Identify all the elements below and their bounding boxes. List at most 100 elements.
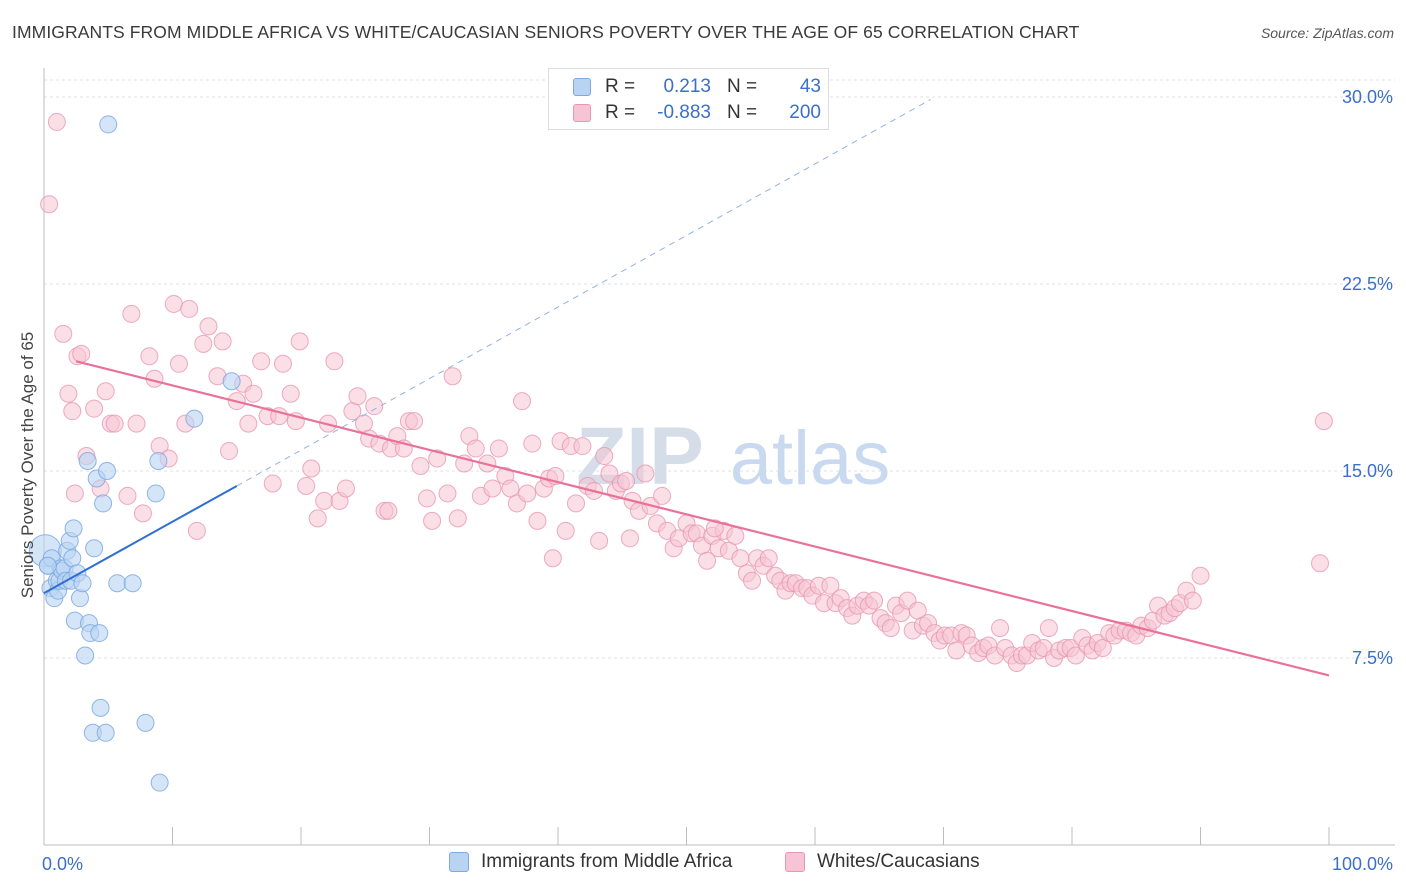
data-point-pink <box>194 334 213 353</box>
y-tick-label: 30.0% <box>1342 87 1393 107</box>
n-label: N = <box>727 102 758 123</box>
data-point-pink <box>1066 646 1085 665</box>
data-point-pink <box>947 641 966 660</box>
data-point-pink <box>105 414 124 433</box>
data-point-pink <box>290 332 309 351</box>
data-point-blue <box>97 462 116 480</box>
data-point-blue <box>149 452 168 471</box>
pink-swatch <box>573 104 591 122</box>
data-point-pink <box>133 504 152 523</box>
data-point-pink <box>1093 639 1112 658</box>
data-point-pink <box>118 486 137 505</box>
data-point-pink <box>63 402 82 421</box>
data-point-pink <box>59 384 78 403</box>
data-point-pink <box>1314 412 1333 431</box>
y-tick-label: 7.5% <box>1352 648 1393 668</box>
data-point-pink <box>595 447 614 466</box>
data-point-pink <box>274 354 293 373</box>
data-point-pink <box>590 531 609 550</box>
data-point-blue <box>78 452 97 471</box>
data-point-pink <box>140 347 159 366</box>
trend-lines <box>43 99 1330 677</box>
data-point-pink <box>325 352 344 371</box>
data-point-pink <box>705 519 724 538</box>
r-value: -0.883 <box>657 102 711 123</box>
data-point-blue <box>91 698 110 717</box>
legend-swatch-blue <box>449 852 469 872</box>
data-point-pink <box>213 332 232 351</box>
data-point-pink <box>881 619 900 638</box>
data-point-blue <box>90 624 109 643</box>
y-tick-label: 15.0% <box>1342 461 1393 481</box>
data-point-pink <box>72 344 91 363</box>
data-point-pink <box>354 414 373 433</box>
data-point-pink <box>379 501 398 520</box>
data-point-pink <box>127 414 146 433</box>
blue-trend-extension <box>236 99 931 487</box>
data-point-blue <box>70 589 89 608</box>
data-point-pink <box>438 484 457 503</box>
data-point-blue <box>85 539 104 558</box>
y-axis-label-wrap: Seniors Poverty Over the Age of 65 <box>18 332 38 598</box>
data-point-blue <box>150 773 169 792</box>
data-point-pink <box>54 324 73 343</box>
n-value: 200 <box>789 102 821 123</box>
grid-lines <box>44 79 1395 659</box>
data-point-pink <box>1039 619 1058 638</box>
blue-trend-line <box>43 485 238 595</box>
data-point-blue <box>94 494 113 513</box>
data-point-pink <box>528 511 547 530</box>
data-point-blue <box>136 713 155 732</box>
data-point-pink <box>1183 591 1202 610</box>
y-tick-label: 22.5% <box>1342 274 1393 294</box>
data-point-pink <box>405 412 424 431</box>
data-point-pink <box>620 529 639 548</box>
data-point-blue <box>73 574 92 593</box>
watermark: ZIP atlas <box>576 411 890 502</box>
data-point-pink <box>297 476 316 495</box>
data-point-blue <box>123 574 142 593</box>
stats-row-blue: R = 0.213 N = 43 <box>549 74 821 100</box>
data-point-pink <box>169 354 188 373</box>
data-point-pink <box>523 434 542 453</box>
data-point-pink <box>698 551 717 570</box>
data-point-pink <box>263 474 282 493</box>
data-point-pink <box>636 464 655 483</box>
data-point-pink <box>518 484 537 503</box>
data-point-pink <box>417 489 436 508</box>
chart-title: IMMIGRANTS FROM MIDDLE AFRICA VS WHITE/C… <box>12 22 1080 42</box>
data-point-pink <box>336 479 355 498</box>
legend-item-pink[interactable]: Whites/Caucasians <box>785 851 980 873</box>
data-point-pink <box>566 494 585 513</box>
data-point-pink <box>489 439 508 458</box>
data-point-pink <box>40 195 59 214</box>
legend-item-blue[interactable]: Immigrants from Middle Africa <box>449 851 732 873</box>
x-tick-label: 100.0% <box>1332 854 1393 874</box>
data-point-pink <box>308 509 327 528</box>
axes <box>43 68 1395 846</box>
data-point-pink <box>501 479 520 498</box>
data-point-pink <box>65 484 84 503</box>
data-point-pink <box>653 486 672 505</box>
r-label: R = <box>605 76 636 97</box>
data-point-pink <box>47 112 66 131</box>
stats-row-pink: R = -0.883 N = 200 <box>549 100 821 126</box>
data-point-blue <box>38 556 57 575</box>
data-point-blue <box>63 549 82 568</box>
r-value: 0.213 <box>663 76 711 97</box>
data-point-pink <box>556 521 575 540</box>
data-point-pink <box>411 457 430 476</box>
data-point-blue <box>76 646 95 665</box>
blue-swatch <box>573 78 591 96</box>
pink-series-points <box>40 112 1333 672</box>
data-point-pink <box>821 576 840 595</box>
data-point-pink <box>743 571 762 590</box>
legend-label-pink: Whites/Caucasians <box>817 851 980 872</box>
data-point-pink <box>122 304 141 323</box>
data-point-blue <box>99 115 118 134</box>
r-label: R = <box>605 102 636 123</box>
data-point-pink <box>726 526 745 545</box>
data-point-pink <box>543 549 562 568</box>
data-point-blue <box>64 519 83 538</box>
